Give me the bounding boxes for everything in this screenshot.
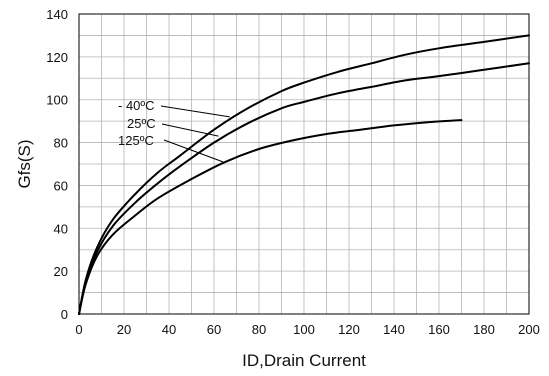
x-tick-label: 180 bbox=[473, 322, 495, 337]
series-line-25c bbox=[78, 62, 530, 315]
y-tick-label: 120 bbox=[46, 50, 68, 65]
label-leader-line bbox=[163, 139, 224, 163]
series-labels: - 40ºC 25ºC 125ºC bbox=[118, 98, 156, 148]
x-tick-label: 20 bbox=[117, 322, 131, 337]
series-line-minus-40c bbox=[78, 34, 530, 315]
y-tick-label: 80 bbox=[54, 136, 68, 151]
series-label: 125ºC bbox=[118, 133, 154, 148]
x-tick-label: 80 bbox=[252, 322, 266, 337]
series-line-125c bbox=[78, 119, 463, 315]
plot-frame bbox=[78, 13, 530, 315]
y-axis-title: Gfs(S) bbox=[15, 139, 34, 188]
x-tick-label: 0 bbox=[75, 322, 82, 337]
label-leader-line bbox=[160, 105, 230, 118]
x-tick-label: 40 bbox=[162, 322, 176, 337]
x-tick-label: 60 bbox=[207, 322, 221, 337]
y-tick-label: 100 bbox=[46, 93, 68, 108]
y-tick-label: 20 bbox=[54, 264, 68, 279]
x-tick-label: 100 bbox=[293, 322, 315, 337]
x-axis-title: ID,Drain Current bbox=[242, 351, 366, 370]
tick-labels: 0 20 40 60 80 100 120 140 160 180 200 0 20 40 60 80 100 1… bbox=[46, 7, 540, 337]
label-leader-lines bbox=[160, 105, 230, 163]
series-label: 25ºC bbox=[127, 116, 156, 131]
y-tick-label: 0 bbox=[61, 307, 68, 322]
x-tick-label: 200 bbox=[518, 322, 540, 337]
y-tick-label: 140 bbox=[46, 7, 68, 22]
y-tick-label: 60 bbox=[54, 178, 68, 193]
x-tick-label: 120 bbox=[338, 322, 360, 337]
x-tick-label: 140 bbox=[383, 322, 405, 337]
label-leader-line bbox=[161, 123, 219, 137]
x-tick-label: 160 bbox=[428, 322, 450, 337]
grid-lines bbox=[79, 14, 529, 314]
series-label: - 40ºC bbox=[118, 98, 155, 113]
y-tick-label: 40 bbox=[54, 221, 68, 236]
series-lines bbox=[78, 34, 530, 315]
